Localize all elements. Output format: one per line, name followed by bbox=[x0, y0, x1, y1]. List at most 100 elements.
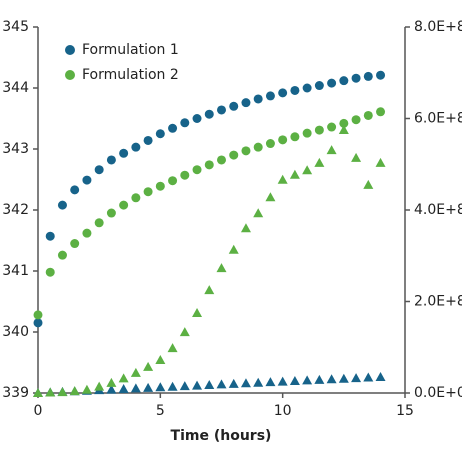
y2-tick-label: 0.0E+0 bbox=[414, 385, 462, 401]
circle-point bbox=[168, 176, 178, 186]
x-tick-label: 0 bbox=[34, 403, 43, 419]
triangle-point bbox=[228, 244, 239, 254]
triangle-point bbox=[363, 372, 374, 382]
triangle-point bbox=[130, 367, 141, 377]
circle-point bbox=[253, 142, 263, 152]
circle-point bbox=[278, 135, 288, 145]
triangle-point bbox=[106, 377, 117, 387]
triangle-point bbox=[351, 152, 362, 162]
triangle-point bbox=[106, 384, 117, 394]
triangle-point bbox=[375, 371, 386, 381]
circle-point bbox=[229, 101, 239, 111]
triangle-point bbox=[338, 124, 349, 134]
triangle-point bbox=[240, 378, 251, 388]
legend-marker bbox=[65, 45, 75, 55]
circle-point bbox=[363, 71, 373, 81]
y2-tick-label: 6.0E+8 bbox=[414, 111, 462, 127]
circle-point bbox=[82, 175, 92, 185]
circle-point bbox=[351, 115, 361, 125]
circle-point bbox=[143, 187, 153, 197]
circle-point bbox=[253, 94, 263, 104]
circle-point bbox=[192, 165, 202, 175]
triangle-point bbox=[33, 388, 43, 397]
triangle-point bbox=[143, 382, 154, 392]
y2-tick-label: 4.0E+8 bbox=[414, 202, 462, 218]
triangle-point bbox=[155, 355, 166, 365]
triangle-point bbox=[45, 387, 56, 397]
triangle-point bbox=[289, 169, 300, 179]
triangle-point bbox=[179, 327, 190, 337]
circle-point bbox=[168, 123, 178, 133]
circle-point bbox=[106, 208, 116, 218]
circle-point bbox=[351, 73, 361, 83]
circle-point bbox=[290, 132, 300, 142]
y-tick-label: 339 bbox=[2, 385, 29, 401]
circle-point bbox=[143, 135, 153, 145]
circle-point bbox=[106, 155, 116, 165]
circle-point bbox=[131, 193, 141, 203]
circle-point bbox=[229, 150, 239, 160]
circle-point bbox=[376, 70, 386, 80]
triangle-point bbox=[167, 381, 178, 391]
triangle-point bbox=[265, 192, 276, 202]
triangle-point bbox=[338, 373, 349, 383]
triangle-point bbox=[204, 379, 215, 389]
x-tick-label: 10 bbox=[274, 403, 292, 419]
circle-point bbox=[339, 118, 349, 128]
circle-point bbox=[314, 81, 324, 91]
triangle-point bbox=[302, 165, 313, 175]
circle-point bbox=[265, 91, 275, 101]
triangle-point bbox=[265, 377, 276, 387]
triangle-point bbox=[118, 373, 129, 383]
triangle-point bbox=[302, 375, 313, 385]
y-tick-label: 342 bbox=[2, 202, 29, 218]
triangle-point bbox=[81, 384, 92, 394]
circle-point bbox=[33, 318, 43, 328]
circle-point bbox=[180, 170, 190, 180]
y-tick-label: 344 bbox=[2, 80, 29, 96]
triangle-point bbox=[240, 223, 251, 233]
circle-point bbox=[217, 155, 226, 165]
triangle-point bbox=[277, 376, 288, 386]
triangle-point bbox=[94, 381, 105, 391]
circle-point bbox=[217, 105, 226, 115]
circle-point bbox=[327, 78, 337, 88]
triangle-point bbox=[155, 382, 166, 392]
triangle-point bbox=[143, 361, 154, 371]
circle-point bbox=[302, 128, 312, 138]
circle-point bbox=[94, 165, 104, 175]
circle-point bbox=[131, 142, 141, 152]
circle-point bbox=[339, 76, 349, 86]
y-tick-label: 345 bbox=[2, 19, 29, 35]
y-tick-label: 340 bbox=[2, 324, 29, 340]
circle-point bbox=[241, 98, 251, 108]
triangle-point bbox=[167, 343, 178, 353]
triangle-point bbox=[216, 263, 227, 273]
triangle-point bbox=[192, 380, 203, 390]
triangle-point bbox=[326, 374, 337, 384]
circle-point bbox=[302, 83, 312, 93]
triangle-point bbox=[118, 383, 129, 393]
circle-point bbox=[180, 118, 190, 128]
triangle-point bbox=[326, 145, 337, 155]
circle-point bbox=[204, 109, 214, 119]
x-tick-label: 5 bbox=[156, 403, 165, 419]
triangle-point bbox=[363, 179, 374, 189]
x-axis-label: Time (hours) bbox=[171, 428, 272, 444]
y2-tick-label: 8.0E+8 bbox=[414, 19, 462, 35]
triangle-point bbox=[204, 285, 215, 295]
circle-point bbox=[57, 250, 67, 260]
legend-label: Formulation 1 bbox=[82, 42, 179, 58]
circle-point bbox=[278, 88, 288, 98]
triangle-point bbox=[314, 374, 325, 384]
triangle-point bbox=[351, 373, 362, 383]
circle-point bbox=[119, 200, 129, 210]
circle-point bbox=[155, 129, 165, 139]
triangle-point bbox=[277, 174, 288, 184]
circle-point bbox=[70, 185, 80, 195]
x-tick-label: 15 bbox=[396, 403, 414, 419]
circle-point bbox=[70, 239, 80, 249]
circle-point bbox=[363, 110, 373, 120]
